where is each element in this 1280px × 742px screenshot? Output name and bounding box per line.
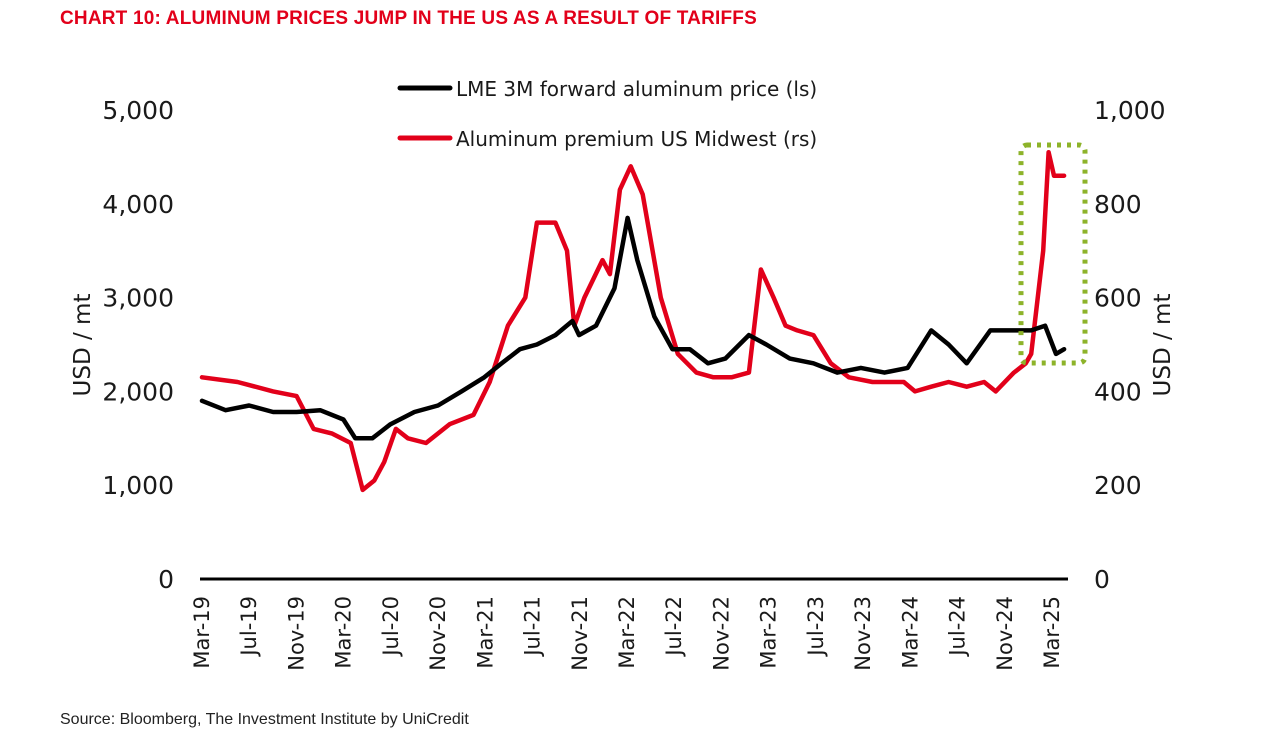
legend: LME 3M forward aluminum price (ls) Alumi…: [397, 77, 817, 151]
series-group: [199, 149, 1067, 493]
y-left-tick-label: 0: [158, 565, 174, 594]
x-tick-label: Nov-23: [851, 596, 875, 671]
x-tick-label: Mar-23: [757, 596, 781, 669]
x-tick-label: Jul-21: [521, 596, 545, 658]
x-tick-label: Mar-19: [190, 596, 214, 669]
y-left-ticks: 0 1,000 2,000 3,000 4,000 5,000: [102, 96, 174, 594]
x-tick-label: Jul-24: [946, 596, 970, 658]
x-tick-label: Nov-19: [284, 596, 308, 671]
x-tick-label: Mar-22: [615, 596, 639, 669]
x-ticks: Mar-19 Jul-19 Nov-19 Mar-20 Jul-20 Nov-20 Mar-…: [190, 596, 1064, 671]
x-tick-label: Nov-21: [568, 596, 592, 671]
source-note: Source: Bloomberg, The Investment Instit…: [60, 711, 469, 728]
legend-label-lme: LME 3M forward aluminum price (ls): [456, 77, 817, 101]
y-left-tick-label: 3,000: [102, 284, 174, 313]
x-tick-label: Jul-19: [237, 596, 261, 658]
y-left-tick-label: 2,000: [102, 377, 174, 406]
series-line-lme: [199, 215, 1067, 441]
x-tick-label: Mar-21: [473, 596, 497, 669]
x-tick-label: Mar-20: [332, 596, 356, 669]
x-tick-label: Jul-22: [662, 596, 686, 658]
x-tick-label: Nov-20: [426, 596, 450, 671]
x-tick-label: Mar-25: [1040, 596, 1064, 669]
x-tick-label: Nov-24: [993, 596, 1017, 671]
x-tick-label: Jul-20: [379, 596, 403, 658]
chart-title: CHART 10: ALUMINUM PRICES JUMP IN THE US…: [60, 8, 757, 29]
y-left-tick-label: 1,000: [102, 471, 174, 500]
y-right-tick-label: 0: [1094, 565, 1110, 594]
y-left-tick-label: 5,000: [102, 96, 174, 125]
y-right-tick-label: 400: [1094, 377, 1142, 406]
y-right-tick-label: 1,000: [1094, 96, 1166, 125]
series-line-premium: [199, 149, 1067, 493]
x-tick-label: Jul-23: [804, 596, 828, 658]
y-right-tick-label: 800: [1094, 190, 1142, 219]
y-left-axis-label: USD / mt: [70, 294, 96, 397]
x-tick-label: Mar-24: [898, 596, 922, 669]
y-right-axis-label: USD / mt: [1150, 294, 1176, 397]
legend-label-premium: Aluminum premium US Midwest (rs): [456, 127, 817, 151]
x-tick-label: Nov-22: [709, 596, 733, 671]
y-right-ticks: 0 200 400 600 800 1,000: [1094, 96, 1166, 594]
highlight-box: [1018, 142, 1088, 366]
y-right-tick-label: 200: [1094, 471, 1142, 500]
y-right-tick-label: 600: [1094, 284, 1142, 313]
y-left-tick-label: 4,000: [102, 190, 174, 219]
